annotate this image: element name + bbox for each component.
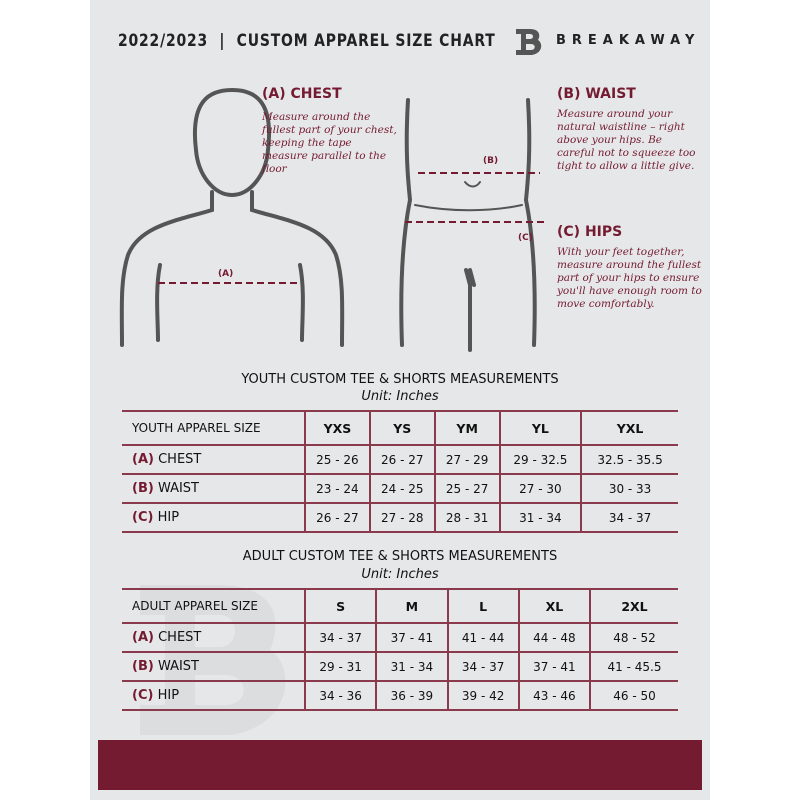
measure-name: WAIST — [157, 659, 200, 674]
table-header-row: YOUTH APPAREL SIZE YXS YS YM YL YXL — [122, 410, 678, 446]
waist-heading: (B) WAIST — [557, 86, 636, 102]
body-diagrams: (A) (B) (C) — [119, 87, 545, 352]
adult-unit: Unit: Inches — [361, 567, 439, 582]
measure-label: (A) CHEST — [122, 444, 305, 475]
measure-letter: (C) — [132, 510, 154, 525]
measure-letter: (B) — [132, 659, 154, 674]
size-header: S — [303, 588, 377, 624]
waist-marker: (B) — [483, 156, 498, 166]
torso-outline — [119, 190, 345, 347]
table-cell: 34 - 36 — [303, 680, 377, 711]
table-row: (C) HIP 26 - 27 27 - 28 28 - 31 31 - 34 34 - … — [122, 502, 678, 533]
table-row: (A) CHEST 25 - 26 26 - 27 27 - 29 29 - 32.5 3… — [122, 444, 678, 475]
size-header: YXS — [304, 410, 370, 446]
lower-body-outline — [399, 98, 537, 347]
table-cell: 30 - 33 — [580, 473, 678, 504]
adult-size-table: ADULT APPAREL SIZE S M L XL 2XL (A) CHEST 34 - … — [122, 588, 678, 711]
table-cell: 46 - 50 — [589, 680, 678, 711]
table-cell: 32.5 - 35.5 — [580, 444, 678, 475]
measure-letter: (A) — [132, 630, 154, 645]
measure-letter: (B) — [132, 481, 154, 496]
size-header: YXL — [580, 410, 678, 446]
page-title: 2022/2023 | CUSTOM APPAREL SIZE CHART — [118, 31, 496, 51]
table-row: (A) CHEST 34 - 37 37 - 41 41 - 44 44 - 48 48 … — [122, 622, 678, 653]
youth-unit: Unit: Inches — [361, 389, 439, 404]
table-cell: 34 - 37 — [446, 651, 519, 682]
table-cell: 27 - 28 — [368, 502, 435, 533]
table-cell: 23 - 24 — [304, 473, 370, 504]
size-header: L — [446, 588, 519, 624]
breakaway-logo-icon — [516, 29, 542, 55]
table-cell: 34 - 37 — [580, 502, 678, 533]
table-cell: 34 - 37 — [303, 622, 377, 653]
hips-description: With your feet together, measure around … — [557, 246, 702, 310]
table-cell: 26 - 27 — [304, 502, 370, 533]
size-header: 2XL — [589, 588, 678, 624]
measure-label: (C) HIP — [122, 680, 305, 711]
hips-marker: (C) — [518, 233, 533, 243]
size-label: ADULT APPAREL SIZE — [122, 588, 305, 624]
table-cell: 25 - 27 — [433, 473, 500, 504]
table-cell: 28 - 31 — [433, 502, 500, 533]
table-cell: 48 - 52 — [589, 622, 678, 653]
measure-label: (B) WAIST — [122, 651, 305, 682]
size-header: YM — [433, 410, 500, 446]
measure-letter: (A) — [132, 452, 154, 467]
measure-name: CHEST — [158, 452, 202, 467]
measure-label: (B) WAIST — [122, 473, 305, 504]
size-header: XL — [517, 588, 590, 624]
table-cell: 29 - 31 — [303, 651, 377, 682]
table-cell: 25 - 26 — [304, 444, 370, 475]
table-cell: 43 - 46 — [517, 680, 590, 711]
table-cell: 31 - 34 — [498, 502, 582, 533]
measure-name: HIP — [157, 510, 180, 525]
table-cell: 31 - 34 — [375, 651, 448, 682]
head-outline — [192, 87, 272, 198]
footer-bar — [98, 740, 702, 790]
waist-description: Measure around your natural waistline – … — [557, 108, 696, 172]
table-cell: 26 - 27 — [368, 444, 435, 475]
measure-label: (C) HIP — [122, 502, 305, 533]
table-cell: 41 - 44 — [446, 622, 519, 653]
brand-name: BREAKAWAY — [556, 33, 701, 48]
table-cell: 36 - 39 — [375, 680, 448, 711]
table-cell: 27 - 29 — [433, 444, 500, 475]
measure-name: WAIST — [157, 481, 200, 496]
hips-heading: (C) HIPS — [557, 224, 623, 240]
table-cell: 27 - 30 — [498, 473, 582, 504]
chest-heading: (A) CHEST — [262, 86, 342, 102]
table-row: (B) WAIST 23 - 24 24 - 25 25 - 27 27 - 30 30 … — [122, 473, 678, 504]
size-label: YOUTH APPAREL SIZE — [122, 410, 305, 446]
chest-marker: (A) — [218, 269, 233, 279]
size-header: YS — [368, 410, 435, 446]
youth-size-table: YOUTH APPAREL SIZE YXS YS YM YL YXL (A) CHEST 2… — [122, 410, 678, 533]
table-cell: 37 - 41 — [517, 651, 590, 682]
table-cell: 37 - 41 — [375, 622, 448, 653]
table-cell: 44 - 48 — [517, 622, 590, 653]
table-cell: 24 - 25 — [368, 473, 435, 504]
size-header: M — [375, 588, 448, 624]
table-row: (B) WAIST 29 - 31 31 - 34 34 - 37 37 - 41 41 … — [122, 651, 678, 682]
chest-description: Measure around the fullest part of your … — [262, 111, 397, 175]
measure-name: HIP — [157, 688, 180, 703]
table-cell: 39 - 42 — [446, 680, 519, 711]
measure-name: CHEST — [158, 630, 202, 645]
adult-section-title: ADULT CUSTOM TEE & SHORTS MEASUREMENTS — [242, 549, 558, 564]
table-row: (C) HIP 34 - 36 36 - 39 39 - 42 43 - 46 46 - … — [122, 680, 678, 711]
measure-letter: (C) — [132, 688, 154, 703]
table-cell: 41 - 45.5 — [589, 651, 678, 682]
youth-section-title: YOUTH CUSTOM TEE & SHORTS MEASUREMENTS — [241, 372, 559, 387]
table-header-row: ADULT APPAREL SIZE S M L XL 2XL — [122, 588, 678, 624]
size-header: YL — [498, 410, 582, 446]
measure-label: (A) CHEST — [122, 622, 305, 653]
table-cell: 29 - 32.5 — [498, 444, 582, 475]
